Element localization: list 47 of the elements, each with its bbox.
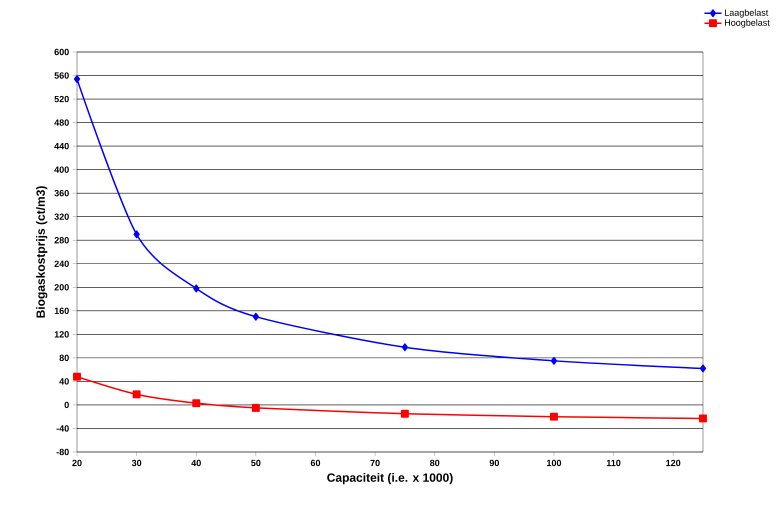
y-tick-label: 120 xyxy=(54,331,69,338)
point xyxy=(133,230,140,238)
x-tick-label: 70 xyxy=(370,460,380,466)
y-tick-label: 480 xyxy=(54,119,69,126)
x-axis-title: Capaciteit (i.e. x 1000) xyxy=(327,473,453,484)
x-tick-label: 110 xyxy=(606,460,620,466)
point xyxy=(252,312,260,321)
y-tick-label: 200 xyxy=(54,284,69,290)
point xyxy=(74,75,80,84)
y-tick-label: -80 xyxy=(56,448,69,456)
point xyxy=(550,412,558,421)
x-tick-label: 30 xyxy=(132,460,142,466)
point xyxy=(699,414,707,422)
x-tick-label: 120 xyxy=(666,460,680,466)
y-tick-label: 520 xyxy=(54,96,69,102)
point xyxy=(193,284,200,292)
legend-label: Laagbelast xyxy=(724,9,768,18)
point xyxy=(402,343,408,352)
x-tick-label: 100 xyxy=(547,460,562,466)
y-tick-label: 80 xyxy=(59,354,69,362)
x-tick-label: 80 xyxy=(430,460,440,466)
point xyxy=(550,356,558,365)
x-tick-label: 90 xyxy=(490,460,499,466)
x-tick-label: 40 xyxy=(191,460,201,466)
y-tick-label: 400 xyxy=(54,166,69,173)
y-tick-label: 360 xyxy=(54,190,69,196)
y-tick-label: 440 xyxy=(54,142,69,150)
x-tick-label: 20 xyxy=(72,460,82,466)
y-tick-label: 160 xyxy=(54,308,69,314)
y-tick-label: 240 xyxy=(54,260,69,267)
y-tick-label: 320 xyxy=(54,214,69,220)
x-tick-label: 50 xyxy=(251,460,260,466)
point xyxy=(132,390,141,398)
y-tick-label: 40 xyxy=(59,378,69,385)
point xyxy=(252,404,260,412)
y-tick-label: 0 xyxy=(64,402,69,408)
y-tick-label: 280 xyxy=(54,237,69,244)
x-tick-label: 60 xyxy=(310,460,320,466)
point xyxy=(400,410,409,418)
point xyxy=(73,372,81,381)
legend-label: Hoogbelast xyxy=(724,19,770,28)
point xyxy=(192,399,200,408)
y-tick-label: -40 xyxy=(56,425,69,432)
y-tick-label: 600 xyxy=(54,48,69,56)
y-tick-label: 560 xyxy=(54,72,69,79)
y-axis-title: Biogaskostprijs (ct/m3) xyxy=(36,186,48,318)
point xyxy=(700,364,706,372)
